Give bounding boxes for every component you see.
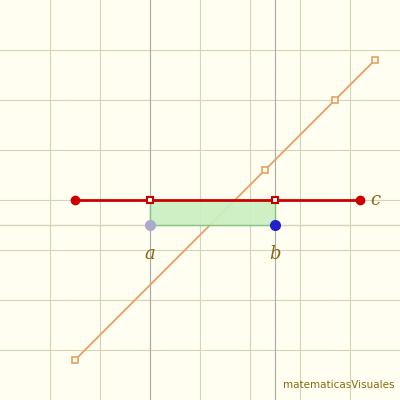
Bar — [150, 200, 275, 225]
Text: matematicasVisuales: matematicasVisuales — [282, 380, 394, 390]
Text: c: c — [370, 191, 380, 209]
Text: b: b — [269, 245, 281, 263]
Text: a: a — [145, 245, 155, 263]
